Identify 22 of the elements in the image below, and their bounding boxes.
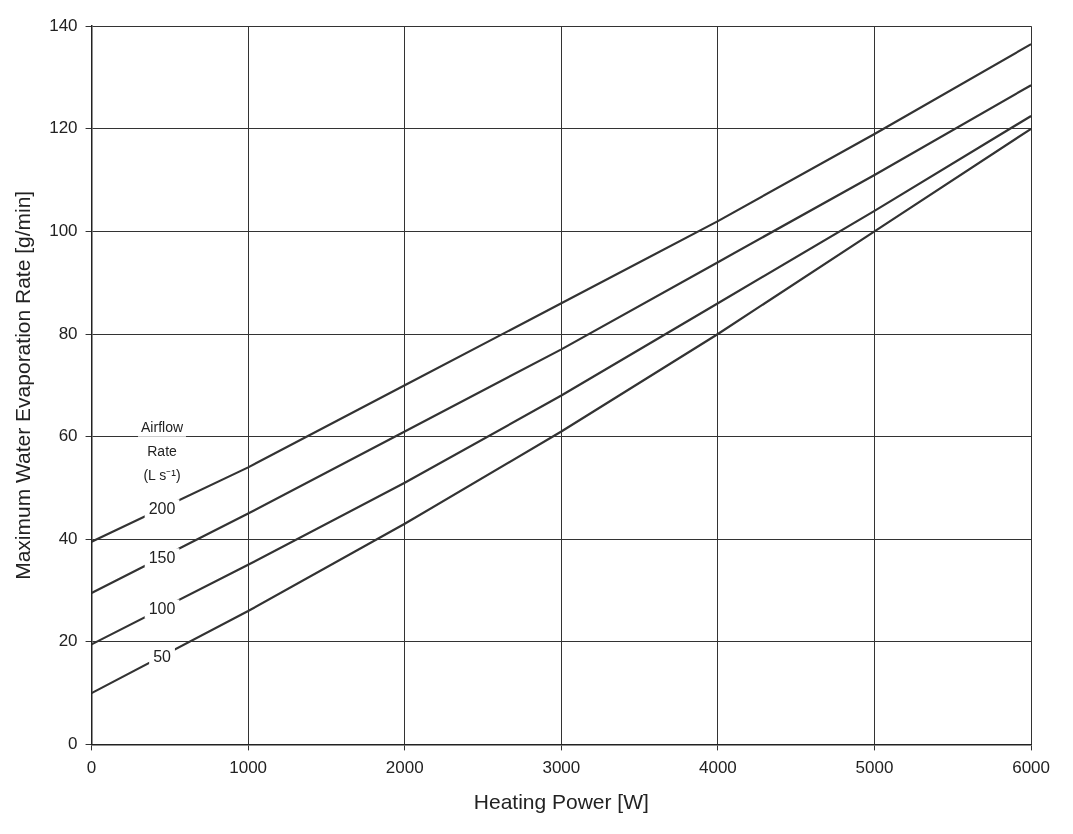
series-label: 200: [148, 499, 176, 517]
y-tick-label: 20: [58, 631, 78, 651]
x-axis-title: Heating Power [W]: [473, 790, 649, 814]
y-tick-label: 140: [49, 15, 78, 35]
x-tick-label: 1000: [229, 758, 268, 778]
y-tick-label: 60: [58, 426, 78, 446]
legend-title: Airflow Rate (L s⁻¹): [141, 418, 184, 483]
y-tick-label: 40: [58, 528, 78, 548]
x-tick-label: 0: [86, 758, 97, 778]
x-tick-label: 6000: [1012, 758, 1050, 778]
x-tick-label: 2000: [385, 758, 424, 778]
x-tick-label: 3000: [542, 758, 581, 778]
y-tick-label: 100: [49, 221, 78, 241]
x-tick-label: 5000: [855, 758, 894, 778]
y-tick-label: 0: [68, 734, 78, 754]
y-axis-title: Maximum Water Evaporation Rate [g/min]: [11, 190, 35, 580]
series-label: 50: [153, 647, 172, 665]
y-tick-label: 120: [49, 118, 78, 138]
y-tick-label: 80: [58, 323, 78, 343]
series-label: 100: [148, 599, 176, 617]
x-tick-label: 4000: [699, 758, 737, 778]
series-label: 150: [148, 548, 176, 566]
